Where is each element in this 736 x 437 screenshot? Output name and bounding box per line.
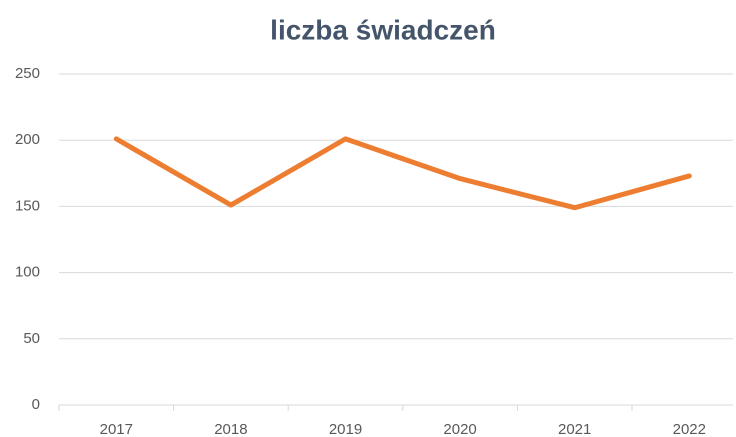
y-tick-label: 150 [15, 197, 40, 214]
x-tick-label: 2017 [100, 421, 133, 437]
chart-title: liczba świadczeń [270, 14, 496, 45]
y-tick-label: 50 [23, 330, 40, 347]
y-tick-label: 200 [15, 131, 40, 148]
x-tick-label: 2019 [329, 421, 362, 437]
y-tick-label: 0 [32, 396, 40, 413]
y-tick-label: 100 [15, 264, 40, 281]
x-tick-label: 2022 [673, 421, 706, 437]
y-tick-label: 250 [15, 65, 40, 82]
x-tick-label: 2020 [443, 421, 476, 437]
x-tick-label: 2021 [558, 421, 591, 437]
x-tick-label: 2018 [214, 421, 247, 437]
line-series [113, 136, 692, 211]
